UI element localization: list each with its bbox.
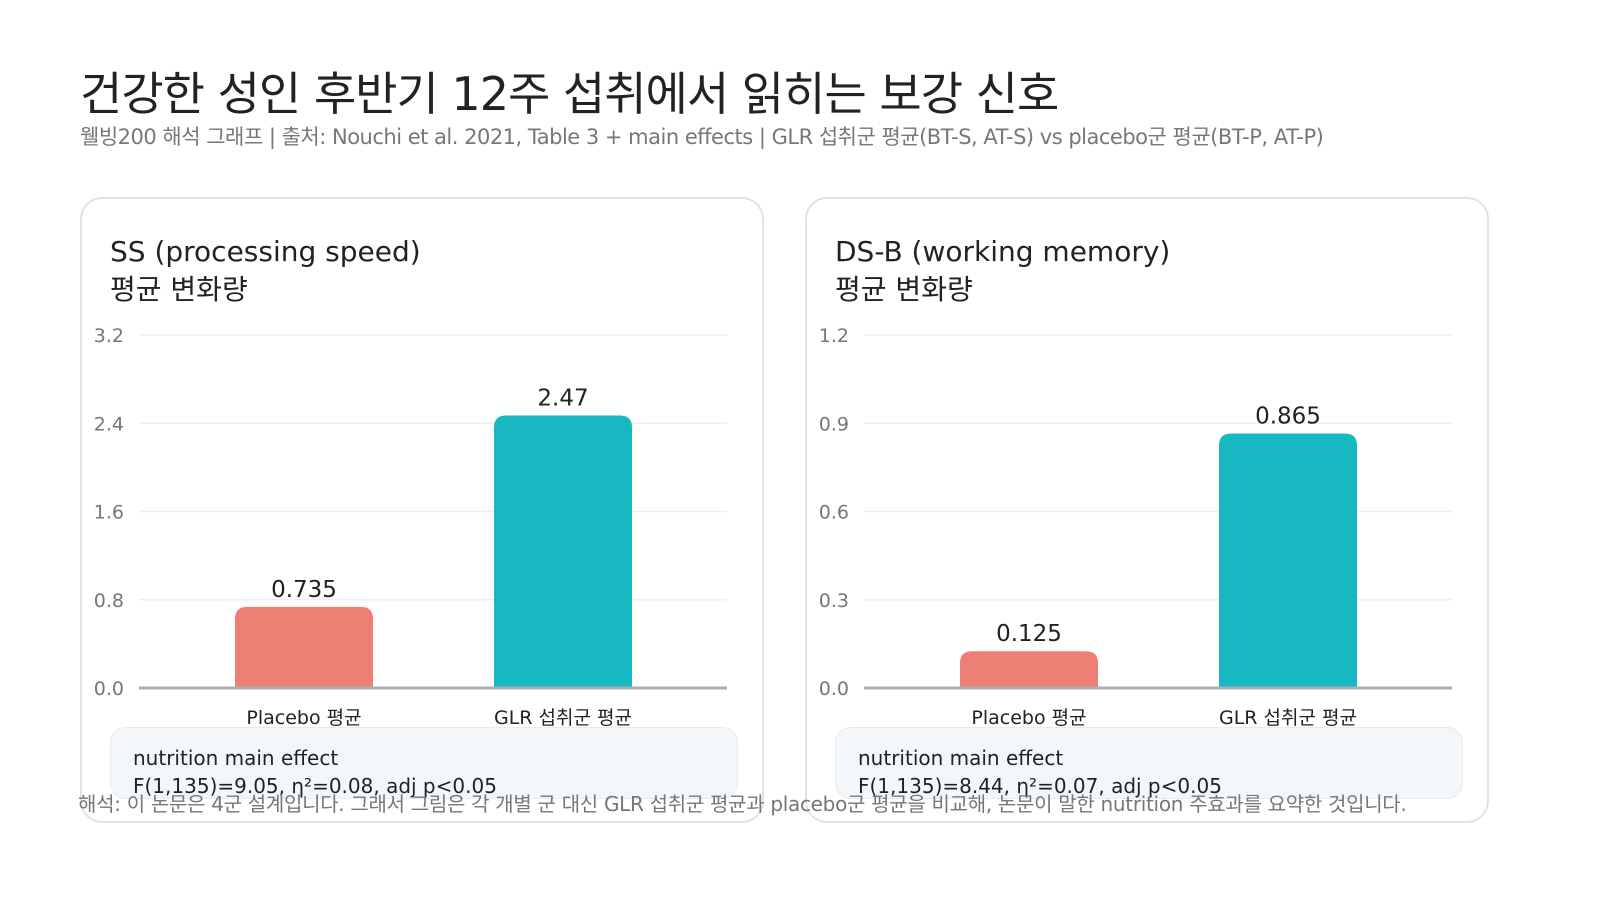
page-subtitle: 웰빙200 해석 그래프 | 출처: Nouchi et al. 2021, T… — [80, 125, 1324, 149]
data-label: 0.125 — [996, 621, 1062, 647]
y-tick-label: 2.4 — [94, 413, 124, 435]
y-tick-label: 0.9 — [819, 413, 849, 435]
y-tick-label: 1.2 — [819, 325, 849, 347]
footer-note: 해석: 이 논문은 4군 설계입니다. 그래서 그림은 각 개별 군 대신 GL… — [78, 792, 1407, 816]
note-stats: F(1,135)=8.44, η²=0.07, adj p<0.05 — [858, 774, 1222, 798]
note-title: nutrition main effect — [133, 746, 339, 770]
effect-note: nutrition main effect F(1,135)=8.44, η²=0… — [835, 727, 1463, 799]
page-title: 건강한 성인 후반기 12주 섭취에서 읽히는 보강 신호 — [80, 67, 1059, 121]
chart-panel-ss: SS (processing speed) 평균 변화량 0.0 0.8 1.6 2.4… — [80, 197, 764, 823]
note-stats: F(1,135)=9.05, η²=0.08, adj p<0.05 — [133, 774, 497, 798]
y-tick-label: 0.8 — [94, 590, 124, 612]
note-title: nutrition main effect — [858, 746, 1064, 770]
x-tick-label: Placebo 평균 — [246, 707, 361, 729]
bar — [235, 606, 373, 688]
x-tick-label: GLR 섭취군 평균 — [494, 707, 632, 729]
y-tick-label: 3.2 — [94, 325, 124, 347]
y-tick-label: 0.6 — [819, 502, 849, 524]
chart-svg: 0.0 0.8 1.6 2.4 3.2 0.735 Placebo 평균 2.47 GLR 섭취… — [94, 325, 727, 729]
chart-subtitle: 평균 변화량 — [110, 273, 248, 306]
y-tick-label: 1.6 — [94, 502, 124, 524]
y-tick-label: 0.3 — [819, 590, 849, 612]
y-tick-label: 0.0 — [94, 678, 124, 700]
effect-note: nutrition main effect F(1,135)=9.05, η²=0… — [110, 727, 738, 799]
chart-subtitle: 평균 변화량 — [835, 273, 973, 306]
chart-title: DS-B (working memory) — [835, 235, 1171, 268]
bar — [494, 415, 632, 688]
data-label: 0.865 — [1255, 404, 1321, 430]
data-label: 2.47 — [537, 386, 588, 412]
chart-svg: 0.0 0.3 0.6 0.9 1.2 0.125 Placebo 평균 0.865 GLR 섭… — [819, 325, 1452, 729]
x-tick-label: Placebo 평균 — [971, 707, 1086, 729]
bar — [1219, 433, 1357, 688]
chart-title: SS (processing speed) — [110, 235, 421, 268]
data-label: 0.735 — [271, 577, 337, 603]
chart-panel-dsb: DS-B (working memory) 평균 변화량 0.0 0.3 0.6 0.9… — [805, 197, 1489, 823]
y-tick-label: 0.0 — [819, 678, 849, 700]
bar — [960, 651, 1098, 688]
x-tick-label: GLR 섭취군 평균 — [1219, 707, 1357, 729]
